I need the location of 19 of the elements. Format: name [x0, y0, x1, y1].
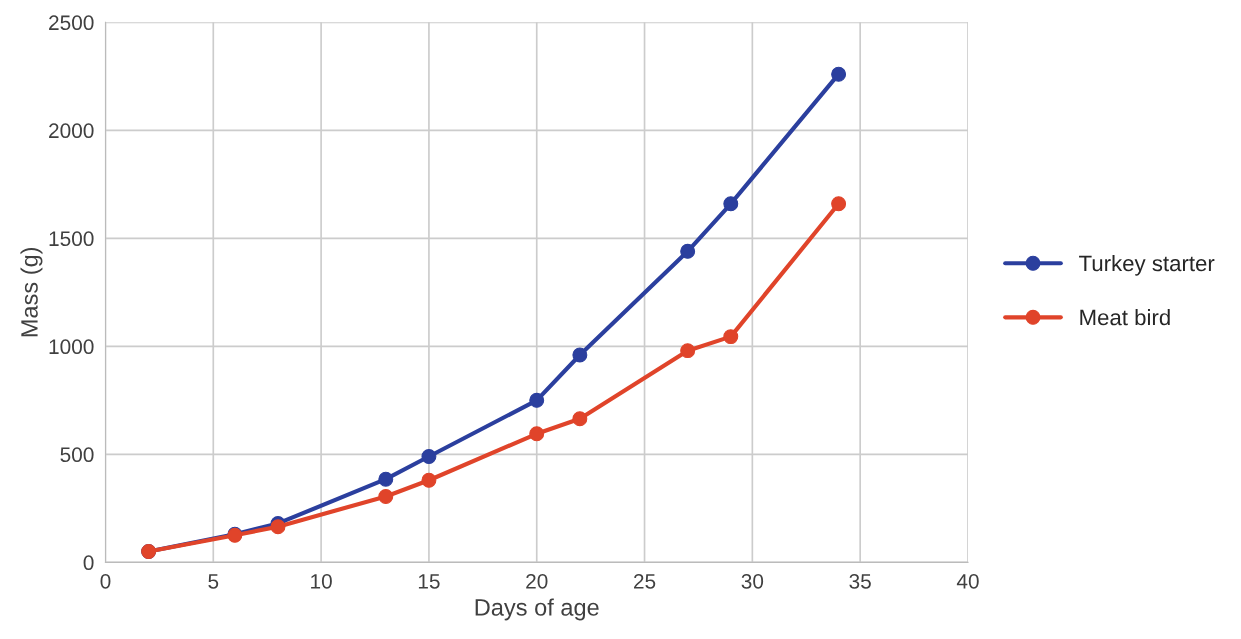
y-tick-label: 2000: [49, 123, 94, 139]
x-tick-label: 20: [526, 573, 548, 589]
x-tick-label: 10: [311, 573, 332, 589]
x-tick-label: 25: [634, 573, 656, 589]
y-tick-label: 2500: [49, 15, 94, 31]
y-tick-label: 500: [60, 447, 94, 463]
y-tick-label: 1500: [49, 231, 94, 247]
y-tick-label: 1000: [49, 339, 94, 355]
x-tick-label: 5: [208, 574, 219, 589]
x-tick-label: 30: [741, 573, 764, 589]
legend-label: Meat bird: [1080, 309, 1170, 326]
x-axis-title: Days of age: [475, 598, 599, 621]
x-tick-label: 40: [956, 573, 979, 589]
y-tick-label: 0: [83, 555, 94, 571]
legend-label: Turkey starter: [1079, 254, 1215, 276]
x-tick-label: 0: [100, 573, 111, 589]
x-tick-label: 15: [418, 574, 440, 589]
x-tick-label: 35: [849, 573, 871, 589]
y-axis-title: Mass (g): [20, 247, 43, 337]
